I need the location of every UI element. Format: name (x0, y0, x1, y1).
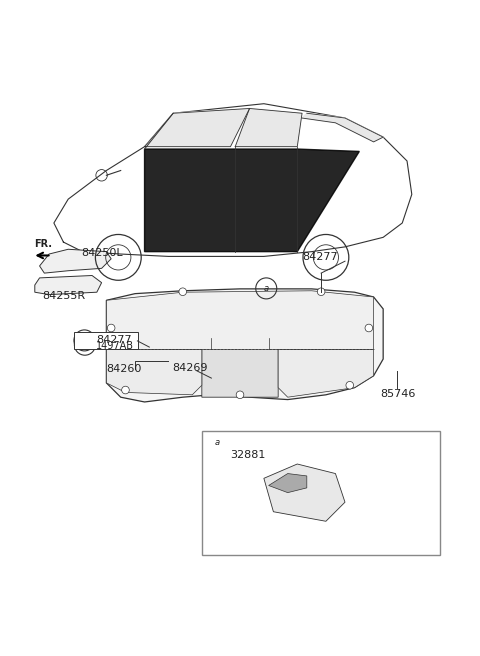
Text: a: a (215, 438, 220, 447)
Text: 84260: 84260 (107, 363, 142, 373)
Polygon shape (264, 464, 345, 522)
Circle shape (346, 381, 354, 389)
Text: FR.: FR. (34, 239, 52, 249)
Text: a: a (264, 284, 269, 293)
Polygon shape (39, 249, 111, 273)
Circle shape (365, 324, 372, 332)
Polygon shape (202, 338, 278, 397)
Text: 84250L: 84250L (81, 249, 122, 258)
Polygon shape (302, 113, 383, 142)
Text: 85746: 85746 (380, 388, 415, 399)
Text: 84277: 84277 (302, 253, 337, 262)
Polygon shape (144, 108, 250, 147)
Text: 84277: 84277 (96, 335, 132, 346)
FancyBboxPatch shape (202, 430, 441, 555)
FancyBboxPatch shape (74, 332, 138, 349)
Polygon shape (235, 108, 302, 147)
Polygon shape (54, 104, 412, 256)
Polygon shape (107, 350, 202, 395)
Text: 84269: 84269 (172, 363, 208, 373)
Circle shape (108, 324, 115, 332)
Polygon shape (144, 149, 360, 252)
Text: 1497AB: 1497AB (96, 341, 134, 351)
Polygon shape (107, 291, 373, 350)
Polygon shape (278, 350, 373, 397)
Text: 84255R: 84255R (42, 291, 85, 301)
Polygon shape (107, 289, 383, 402)
Circle shape (121, 386, 129, 394)
Polygon shape (35, 276, 102, 295)
Circle shape (179, 288, 187, 296)
Polygon shape (269, 474, 307, 493)
Circle shape (317, 288, 325, 296)
Circle shape (236, 391, 244, 399)
Text: a: a (82, 336, 87, 345)
Text: 32881: 32881 (230, 450, 266, 460)
Text: a: a (83, 340, 87, 349)
